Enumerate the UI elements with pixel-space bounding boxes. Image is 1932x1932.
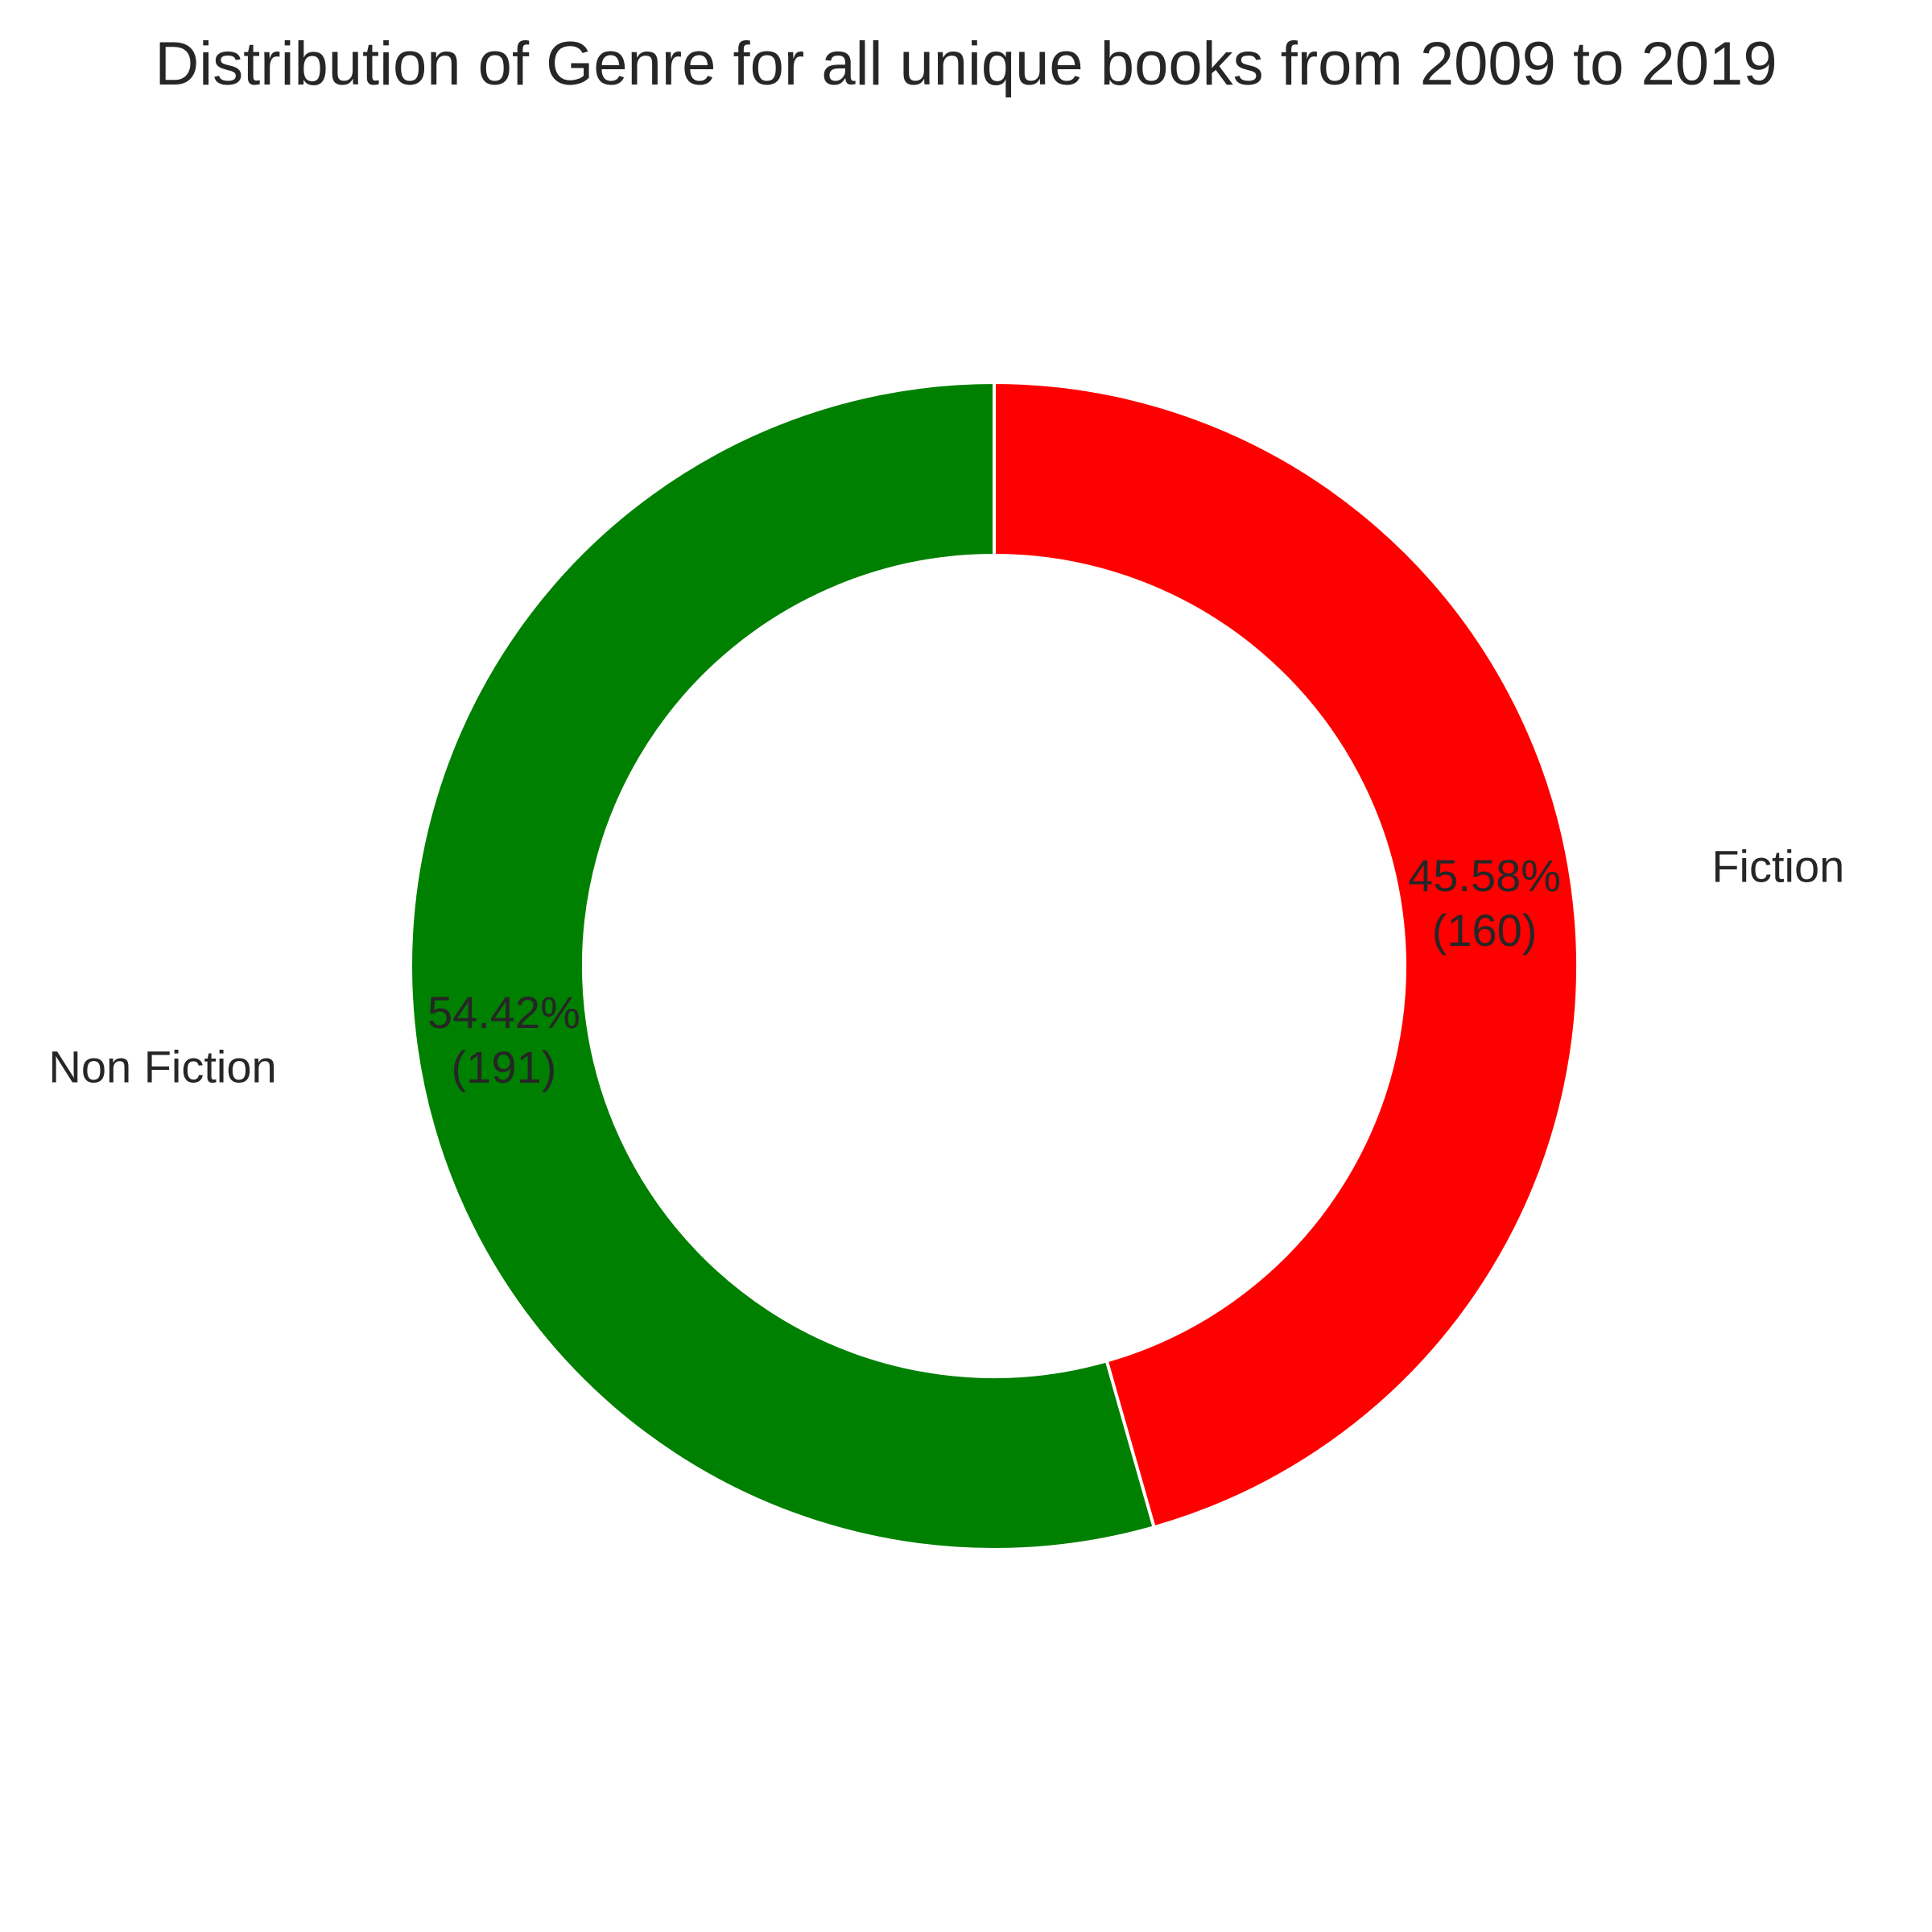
- slice-fiction: [993, 380, 1579, 1530]
- slice-label-fiction: Fiction: [1711, 841, 1844, 892]
- labels-layer: Fiction 45.58%(160) Non Fiction 54.42%(191): [48, 841, 1844, 1093]
- percent-label-non-fiction: 54.42%: [427, 987, 580, 1038]
- percent-label-fiction: 45.58%: [1408, 850, 1561, 901]
- count-label-non-fiction: (191): [452, 1042, 557, 1092]
- count-label-fiction: (160): [1432, 905, 1538, 956]
- slice-non-fiction: [408, 380, 1157, 1551]
- slices-layer: [408, 380, 1579, 1551]
- chart-title: Distribution of Genre for all unique boo…: [155, 30, 1777, 98]
- slice-label-non-fiction: Non Fiction: [48, 1041, 276, 1092]
